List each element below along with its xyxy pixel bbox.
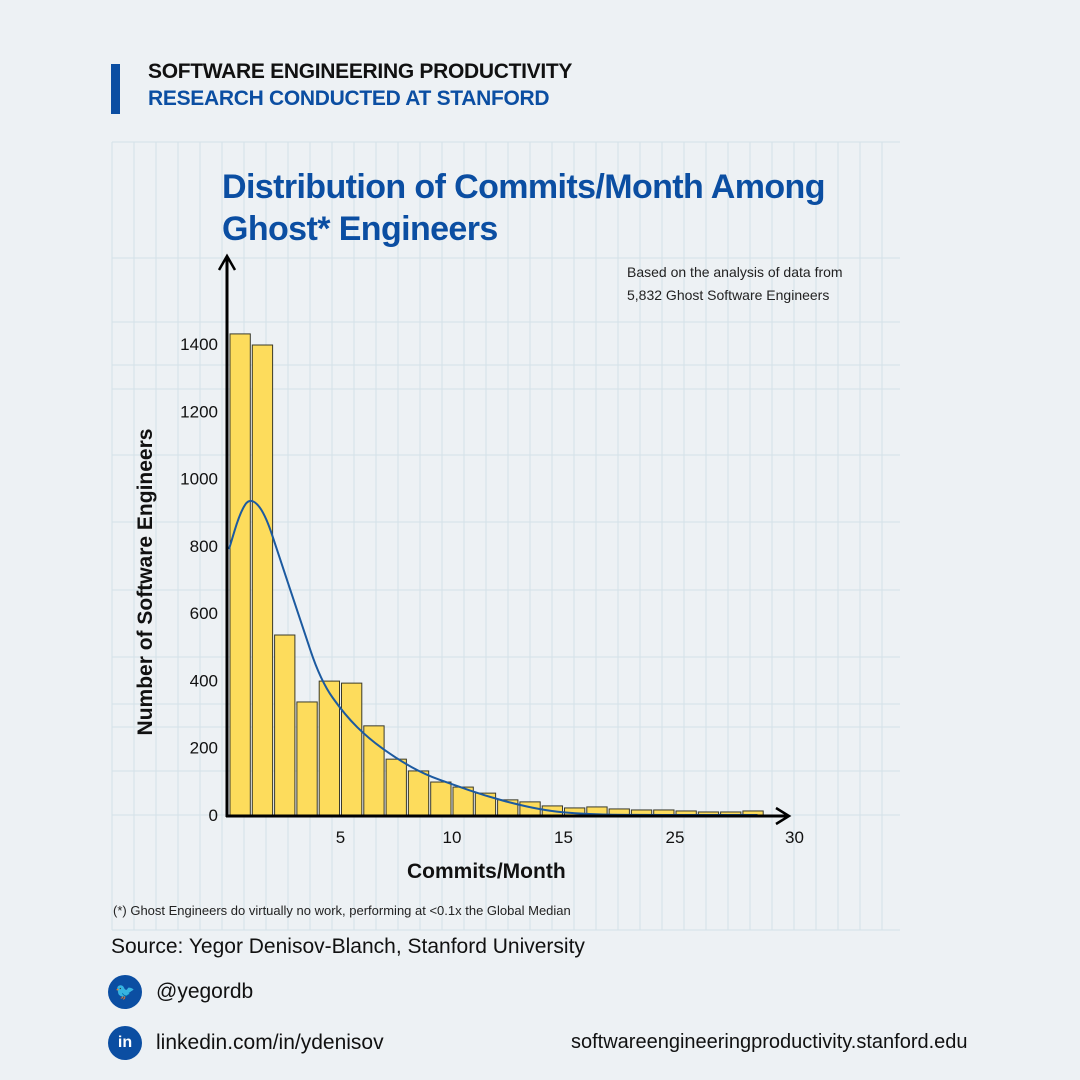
x-axis-label: Commits/Month [407, 860, 566, 883]
y-tick-label: 600 [190, 604, 218, 623]
annotation-line: 5,832 Ghost Software Engineers [627, 287, 830, 303]
x-tick-label: 5 [336, 828, 345, 847]
x-axis-arrow-icon [775, 806, 792, 826]
twitter-icon: 🐦 [108, 975, 142, 1009]
twitter-handle: @yegordb [156, 980, 254, 1003]
header-title: SOFTWARE ENGINEERING PRODUCTIVITY [148, 60, 573, 83]
chart-annotation: Based on the analysis of data from 5,832… [627, 261, 843, 307]
y-tick-label: 400 [190, 671, 218, 690]
linkedin-link[interactable]: in linkedin.com/in/ydenisov [108, 1026, 384, 1060]
histogram-bar [274, 634, 296, 816]
histogram-bar [251, 344, 274, 816]
y-tick-label: 0 [209, 806, 218, 825]
histogram-bar [318, 680, 341, 816]
histogram-bar [363, 725, 385, 816]
histogram-bar [430, 781, 452, 816]
accent-bar [111, 64, 120, 114]
x-tick-label: 15 [554, 828, 573, 847]
y-tick-label: 1200 [180, 402, 218, 421]
y-axis-label: Number of Software Engineers [134, 428, 157, 736]
histogram-bar [407, 770, 430, 816]
histogram-bar [385, 758, 407, 816]
x-tick-label: 25 [666, 828, 685, 847]
y-tick-label: 800 [190, 537, 218, 556]
density-curve [228, 499, 758, 816]
x-tick-label: 30 [785, 828, 804, 847]
chart-title: Distribution of Commits/Month Among Ghos… [222, 168, 825, 248]
annotation-line: Based on the analysis of data from [627, 264, 843, 280]
histogram-bar [341, 682, 363, 816]
histogram-bar [296, 701, 318, 816]
source-text: Source: Yegor Denisov-Blanch, Stanford U… [111, 935, 585, 958]
y-tick-label: 1000 [180, 470, 218, 489]
footnote: (*) Ghost Engineers do virtually no work… [113, 903, 571, 918]
x-tick-label: 10 [443, 828, 462, 847]
twitter-link[interactable]: 🐦 @yegordb [108, 975, 253, 1009]
linkedin-url: linkedin.com/in/ydenisov [156, 1031, 384, 1054]
y-tick-label: 200 [190, 739, 218, 758]
header-subtitle: RESEARCH CONDUCTED AT STANFORD [148, 87, 550, 110]
y-axis-arrow-icon [217, 253, 237, 271]
linkedin-icon: in [108, 1026, 142, 1060]
website-link[interactable]: softwareengineeringproductivity.stanford… [571, 1031, 968, 1053]
y-tick-label: 1400 [180, 335, 218, 354]
histogram-bar [229, 333, 251, 816]
